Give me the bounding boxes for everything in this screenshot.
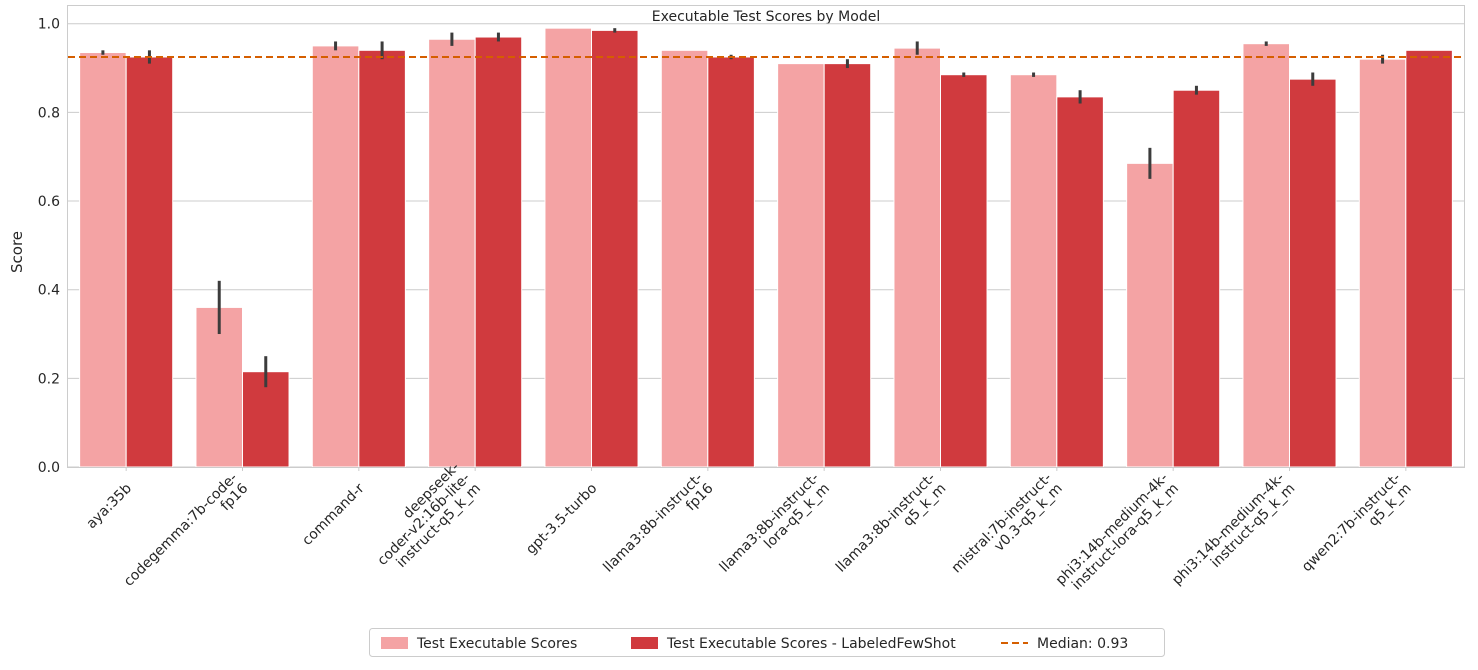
bar-test-executable xyxy=(428,38,476,468)
y-tick-label: 0.4 xyxy=(38,283,60,299)
y-tick-label: 0.6 xyxy=(38,194,60,210)
bar-labeled-few-shot xyxy=(1172,89,1221,468)
bar-test-executable xyxy=(1242,43,1291,468)
x-tick-label: command-r xyxy=(299,480,368,549)
x-tick-label: llama3:8b-instruct- xyxy=(600,470,706,576)
x-tick-label: llama3:8b-instruct- xyxy=(717,470,823,576)
y-axis-label: Score xyxy=(8,231,26,273)
bar-test-executable xyxy=(1358,58,1407,468)
legend-label: Median: 0.93 xyxy=(1037,636,1128,652)
error-bars xyxy=(101,28,1385,388)
x-tick-label: codegemma:7b-code- xyxy=(121,470,241,590)
x-tick-label: mistral:7b-instruct- xyxy=(949,470,1055,576)
y-tick-label: 0.0 xyxy=(38,460,60,476)
bar-labeled-few-shot xyxy=(474,36,523,468)
bars xyxy=(79,27,1453,468)
legend-swatch xyxy=(381,637,408,649)
bar-test-executable xyxy=(1009,74,1058,468)
x-tick-label: phi3:14b-medium-4k- xyxy=(1053,470,1172,589)
x-tick-label: phi3:14b-medium-4k- xyxy=(1169,470,1288,589)
y-tick-label: 0.2 xyxy=(38,371,60,387)
x-tick-label: gpt-3.5-turbo xyxy=(523,481,600,558)
legend-label: Test Executable Scores - LabeledFewShot xyxy=(666,636,956,652)
y-tick-label: 0.8 xyxy=(38,105,60,121)
y-axis-ticks: 0.0 0.2 0.4 0.6 0.8 1.0 xyxy=(38,17,60,476)
bar-labeled-few-shot xyxy=(1405,49,1453,468)
bar-test-executable xyxy=(660,49,709,468)
bar-test-executable xyxy=(1126,162,1174,468)
plot-frame xyxy=(67,5,1465,468)
bar-labeled-few-shot xyxy=(823,63,872,468)
legend: Test Executable Scores Test Executable Sc… xyxy=(369,628,1165,657)
x-tick-label: llama3:8b-instruct- xyxy=(833,470,939,576)
x-tick-label: qwen2:7b-instruct- xyxy=(1299,470,1404,575)
bar-test-executable xyxy=(544,27,593,468)
bar-labeled-few-shot xyxy=(707,56,755,468)
bar-labeled-few-shot xyxy=(940,74,988,468)
bar-labeled-few-shot xyxy=(591,29,639,468)
bar-test-executable xyxy=(777,63,825,468)
bar-labeled-few-shot xyxy=(1289,78,1337,468)
x-tick-label: coder-v2:16b-lite- xyxy=(374,470,473,569)
bar-test-executable xyxy=(79,52,127,468)
bar-labeled-few-shot xyxy=(358,49,406,468)
chart-title: Executable Test Scores by Model xyxy=(652,9,880,25)
bar-labeled-few-shot xyxy=(125,56,174,468)
bar-test-executable xyxy=(893,47,942,468)
legend-label: Test Executable Scores xyxy=(416,636,577,652)
legend-swatch xyxy=(631,637,658,649)
y-tick-label: 1.0 xyxy=(38,17,60,33)
bar-test-executable xyxy=(311,45,360,468)
x-tick-label: instruct-lora-q5_k_m xyxy=(1069,481,1182,594)
bar-labeled-few-shot xyxy=(242,371,290,468)
legend-frame xyxy=(369,628,1165,657)
bar-labeled-few-shot xyxy=(1056,96,1104,468)
x-tick-label: aya:35b xyxy=(83,480,135,532)
